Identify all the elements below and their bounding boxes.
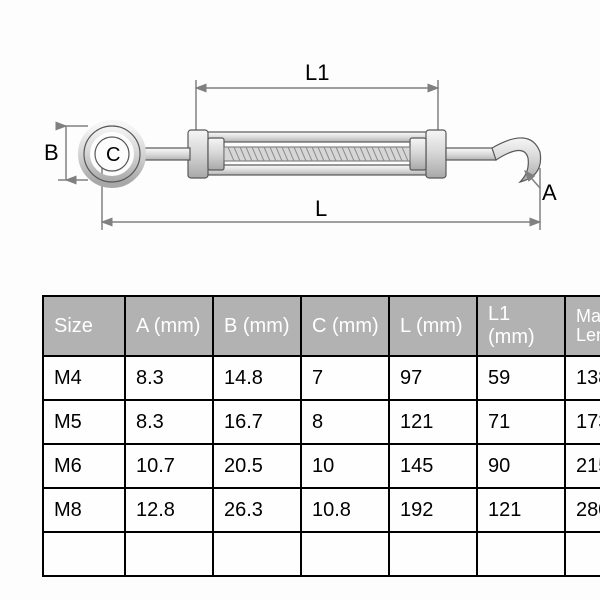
col-size: Size xyxy=(43,296,125,356)
label-L1: L1 xyxy=(305,60,329,85)
table-row xyxy=(43,532,600,576)
col-maxlen: MaxLength xyxy=(565,296,600,356)
col-B: B (mm) xyxy=(213,296,301,356)
col-L1: L1 (mm) xyxy=(477,296,565,356)
turnbuckle-svg: L1 L B xyxy=(30,40,570,260)
table-header-row: Size A (mm) B (mm) C (mm) L (mm) L1 (mm)… xyxy=(43,296,600,356)
turnbuckle-diagram: L1 L B xyxy=(30,40,570,260)
label-C: C xyxy=(106,144,120,166)
label-A: A xyxy=(542,180,557,205)
label-B: B xyxy=(44,140,59,165)
table-row: M6 10.7 20.5 10 145 90 215 xyxy=(43,444,600,488)
table-row: M4 8.3 14.8 7 97 59 138 xyxy=(43,356,600,400)
col-A: A (mm) xyxy=(125,296,213,356)
table-body: M4 8.3 14.8 7 97 59 138 M5 8.3 16.7 8 12… xyxy=(43,356,600,576)
table-row: M8 12.8 26.3 10.8 192 121 280 xyxy=(43,488,600,532)
table-row: M5 8.3 16.7 8 121 71 173 xyxy=(43,400,600,444)
label-L: L xyxy=(315,196,327,221)
col-L: L (mm) xyxy=(389,296,477,356)
col-C: C (mm) xyxy=(301,296,389,356)
spec-table-container: Size A (mm) B (mm) C (mm) L (mm) L1 (mm)… xyxy=(42,295,558,577)
spec-table: Size A (mm) B (mm) C (mm) L (mm) L1 (mm)… xyxy=(42,295,600,577)
page: L1 L B xyxy=(0,0,600,600)
